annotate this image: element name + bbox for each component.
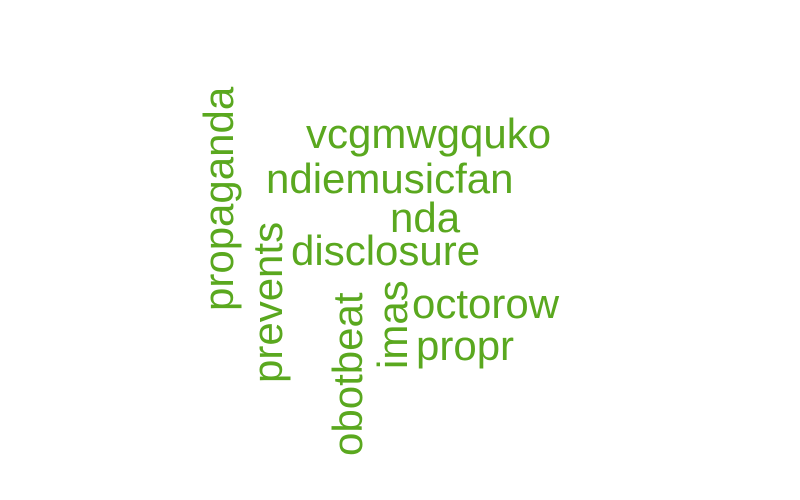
word-vcgmwgquko: vcgmwgquko bbox=[306, 110, 552, 157]
word-disclosure: disclosure bbox=[291, 227, 481, 274]
word-octorow: octorow bbox=[412, 280, 560, 327]
word-propr: propr bbox=[416, 322, 515, 369]
word-imas: imas bbox=[369, 280, 416, 369]
word-ndiemusicfan: ndiemusicfan bbox=[266, 155, 514, 202]
word-nda: nda bbox=[390, 194, 461, 241]
word-obotbeat: obotbeat bbox=[324, 292, 371, 457]
word-prevents: prevents bbox=[244, 221, 291, 383]
word-propaganda: propaganda bbox=[195, 86, 242, 311]
